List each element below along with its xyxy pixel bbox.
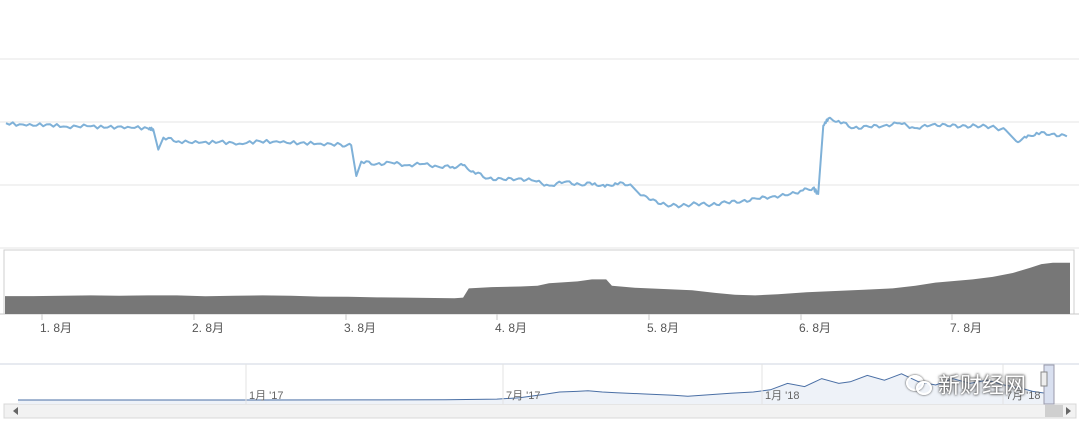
- x-tick-label: 6. 8月: [799, 321, 831, 335]
- navigator-label: 1月 '18: [765, 390, 800, 402]
- navigator-area: [18, 373, 1044, 404]
- volume-plot: [5, 262, 1070, 314]
- navigator-scrollbar-thumb: [1045, 405, 1063, 417]
- navigator[interactable]: 1月 '17 7月 '17 1月 '18 7月 '18: [0, 363, 1079, 419]
- x-tick-label: 4. 8月: [495, 321, 527, 335]
- x-tick-label: 5. 8月: [647, 321, 679, 335]
- navigator-handle[interactable]: [1040, 371, 1048, 387]
- x-axis: 1. 8月 2. 8月 3. 8月 4. 8月 5. 8月 6. 8月 7. 8月: [40, 314, 982, 335]
- scroll-left-arrow-icon[interactable]: [13, 407, 18, 415]
- navigator-label: 1月 '17: [249, 390, 284, 402]
- x-tick-label: 1. 8月: [40, 321, 72, 335]
- scroll-right-arrow-icon[interactable]: [1066, 407, 1071, 415]
- main-grid: [0, 58, 1079, 315]
- x-tick-label: 7. 8月: [950, 321, 982, 335]
- main-plot: [5, 116, 1068, 209]
- x-tick-label: 3. 8月: [344, 321, 376, 335]
- volume-area: [5, 262, 1070, 314]
- navigator-scrollbar-track: [3, 403, 1077, 419]
- navigator-label: 7月 '17: [506, 390, 541, 402]
- x-tick-label: 2. 8月: [192, 321, 224, 335]
- price-series-line: [5, 116, 1068, 209]
- navigator-label: 7月 '18: [1006, 390, 1041, 402]
